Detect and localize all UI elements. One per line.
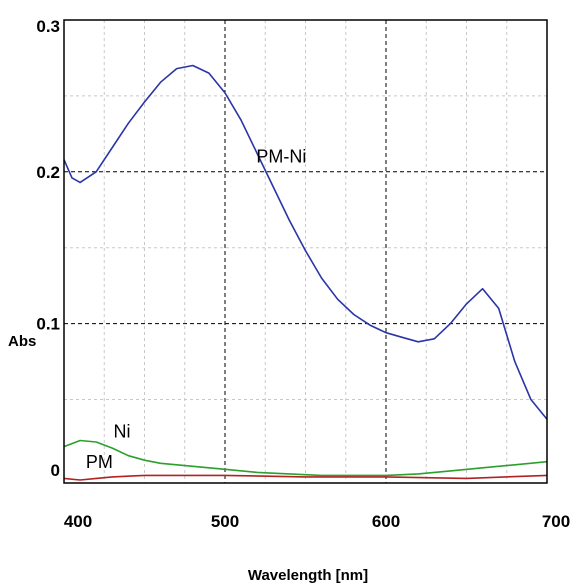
x-tick-label: 700 bbox=[542, 512, 570, 531]
series-label: Ni bbox=[113, 421, 130, 441]
grid-lines bbox=[64, 20, 547, 483]
y-tick-label: 0.1 bbox=[36, 315, 60, 334]
series-lines bbox=[63, 64, 548, 481]
series-line-pm-ni bbox=[63, 64, 548, 420]
y-tick-label: 0 bbox=[51, 461, 60, 480]
series-label: PM bbox=[86, 452, 113, 472]
y-tick-label: 0.3 bbox=[36, 17, 60, 36]
plot-frame bbox=[63, 19, 548, 484]
x-tick-label: 400 bbox=[64, 512, 92, 531]
y-tick-label: 0.2 bbox=[36, 163, 60, 182]
tick-labels: 400 500 600 700 0 0.1 0.2 0.3 bbox=[36, 17, 570, 531]
series-line-pm bbox=[63, 474, 548, 481]
series-line-ni bbox=[63, 439, 548, 477]
x-tick-label: 600 bbox=[372, 512, 400, 531]
x-axis-label: Wavelength [nm] bbox=[248, 567, 368, 584]
series-label: PM-Ni bbox=[256, 147, 306, 167]
x-tick-label: 500 bbox=[211, 512, 239, 531]
y-axis-label: Abs bbox=[8, 333, 36, 350]
